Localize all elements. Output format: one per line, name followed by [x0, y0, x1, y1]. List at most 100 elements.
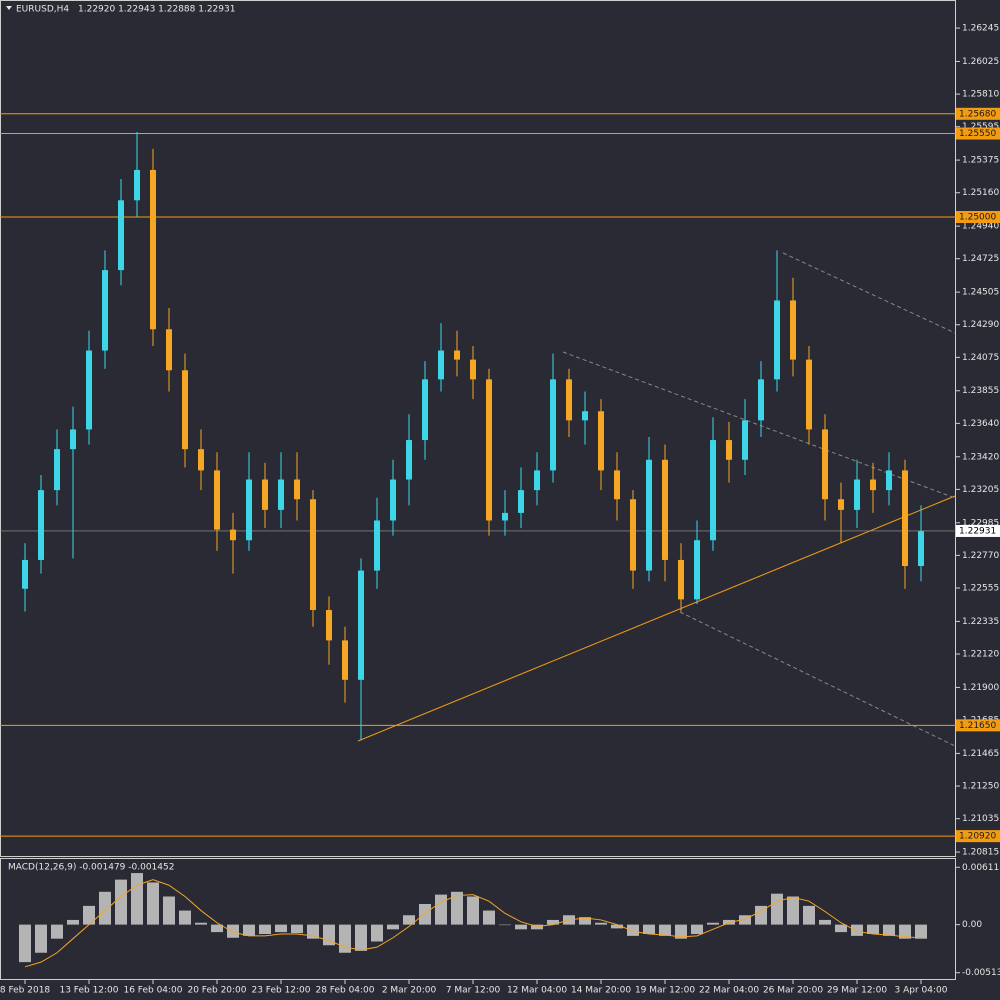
macd-bar	[755, 905, 767, 925]
macd-bar	[355, 924, 367, 951]
candle-body	[838, 499, 844, 510]
macd-bar	[291, 924, 303, 934]
macd-bar	[627, 924, 639, 936]
macd-bar	[51, 924, 63, 939]
candle-body	[118, 200, 124, 271]
level-tag	[956, 127, 1000, 140]
x-tick-label: 14 Mar 20:00	[571, 986, 631, 996]
y-tick-label: 1.24290	[962, 320, 999, 330]
candle-body	[22, 559, 28, 589]
candle-body	[182, 370, 188, 450]
y-tick-label: 1.24940	[962, 222, 999, 232]
candle-body	[678, 559, 684, 600]
ohlc-label: 1.22920 1.22943 1.22888 1.22931	[78, 5, 235, 15]
candle-body	[198, 449, 204, 471]
candle-body	[38, 490, 44, 560]
candle-body	[758, 379, 764, 421]
candle-body	[390, 479, 396, 521]
y-tick-label: 1.23640	[962, 419, 999, 429]
macd-bar	[707, 922, 719, 925]
macd-bar	[451, 891, 463, 925]
macd-bar	[259, 924, 271, 934]
level-tag	[956, 210, 1000, 223]
x-tick-label: 26 Mar 20:00	[763, 986, 823, 996]
y-tick-label: 1.22120	[962, 650, 999, 660]
y-tick-label: 1.23205	[962, 485, 999, 495]
macd-bar	[99, 891, 111, 925]
macd-bar	[883, 924, 895, 936]
current-price-label: 1.22931	[959, 526, 996, 536]
candle-body	[726, 440, 732, 460]
candle-body	[54, 449, 60, 491]
macd-bar	[147, 882, 159, 925]
macd-bar	[499, 924, 511, 926]
candle-body	[534, 470, 540, 491]
macd-bar	[803, 905, 815, 925]
signal-line	[24, 879, 922, 968]
candle-body	[854, 479, 860, 510]
macd-bar	[131, 873, 143, 925]
candle-body	[262, 479, 268, 510]
macd-bar	[211, 924, 223, 933]
candle-body	[454, 350, 460, 360]
macd-bar	[227, 924, 239, 938]
candle-body	[422, 379, 428, 441]
candle-body	[790, 300, 796, 360]
macd-bar	[195, 922, 207, 925]
x-tick-label: 12 Mar 04:00	[507, 986, 567, 996]
y-tick-label: 1.20815	[962, 848, 999, 858]
y-tick-label: 1.21250	[962, 782, 999, 792]
level-label: 1.20920	[959, 832, 996, 842]
symbol-title: EURUSD,H4	[16, 5, 69, 15]
candle-body	[134, 169, 140, 201]
candle-body	[646, 459, 652, 571]
y-tick-label: 1.21900	[962, 683, 999, 693]
macd-bar	[675, 924, 687, 939]
candle-body	[438, 350, 444, 380]
macd-bar	[659, 924, 671, 936]
x-tick-label: 28 Feb 04:00	[315, 986, 374, 996]
x-tick-label: 20 Feb 20:00	[187, 986, 246, 996]
y-tick-label: 1.25375	[962, 156, 999, 166]
candle-body	[694, 540, 700, 600]
macd-bar	[307, 924, 319, 939]
candle-body	[902, 470, 908, 567]
candle-body	[806, 359, 812, 430]
macd-bar	[739, 915, 751, 925]
y-tick-label: 1.21465	[962, 749, 999, 759]
candle-body	[774, 300, 780, 380]
x-tick-label: 29 Mar 12:00	[827, 986, 887, 996]
level-label: 1.21650	[959, 721, 996, 731]
macd-bar	[179, 910, 191, 925]
y-tick-label: 1.26245	[962, 24, 999, 34]
y-tick-label: 1.25595	[962, 122, 999, 132]
macd-bar	[691, 924, 703, 934]
x-tick-label: 8 Feb 2018	[0, 986, 50, 996]
candle-body	[358, 570, 364, 680]
level-label: 1.25000	[959, 212, 996, 222]
candle-body	[406, 440, 412, 480]
x-tick-label: 22 Mar 04:00	[699, 986, 759, 996]
candle-body	[566, 379, 572, 421]
menu-arrow[interactable]	[6, 6, 12, 10]
macd-bar	[19, 924, 31, 963]
macd-bar	[163, 896, 175, 925]
macd-bar	[403, 915, 415, 925]
candle-body	[86, 350, 92, 430]
macd-bar	[819, 919, 831, 925]
level-tag	[956, 830, 1000, 843]
trend-line	[357, 495, 956, 742]
macd-bar	[115, 879, 127, 925]
candle-body	[502, 512, 508, 521]
y-tick-label: 1.25160	[962, 188, 999, 198]
level-label: 1.25680	[959, 109, 996, 119]
y-tick-label: -0.00513	[962, 968, 1000, 978]
candle-body	[150, 169, 156, 330]
macd-bar	[547, 919, 559, 925]
y-tick-label: 1.23420	[962, 452, 999, 462]
candle-body	[310, 499, 316, 611]
macd-bar	[611, 924, 623, 929]
candle-body	[598, 411, 604, 471]
y-tick-label: 0.006118	[962, 863, 1000, 873]
